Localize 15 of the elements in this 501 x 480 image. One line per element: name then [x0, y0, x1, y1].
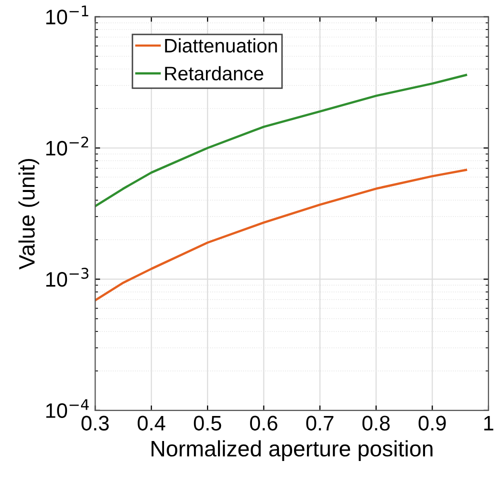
line-series	[95, 168, 468, 302]
x-tick-label: 0.8	[362, 416, 390, 431]
y-tick-label: 10$^{−1}$	[46, 6, 88, 24]
x-tick-label: 0.5	[194, 416, 222, 431]
x-tick-label: 0.6	[250, 416, 278, 431]
x-tick-label: 0.4	[138, 416, 166, 431]
x-tick-label: 0.7	[306, 416, 334, 431]
x-tick-label: 1	[484, 416, 494, 430]
legend-label: Diattenuation	[165, 38, 277, 53]
y-axis-title: Value (unit)	[18, 158, 40, 270]
y-tick-label: 10$^{−2}$	[46, 136, 88, 156]
legend-label: Retardance	[165, 66, 264, 80]
x-axis-title: Normalized aperture position	[152, 440, 432, 461]
y-tick-label: 10$^{−3}$	[46, 268, 88, 287]
x-tick-label: 0.9	[418, 416, 446, 431]
